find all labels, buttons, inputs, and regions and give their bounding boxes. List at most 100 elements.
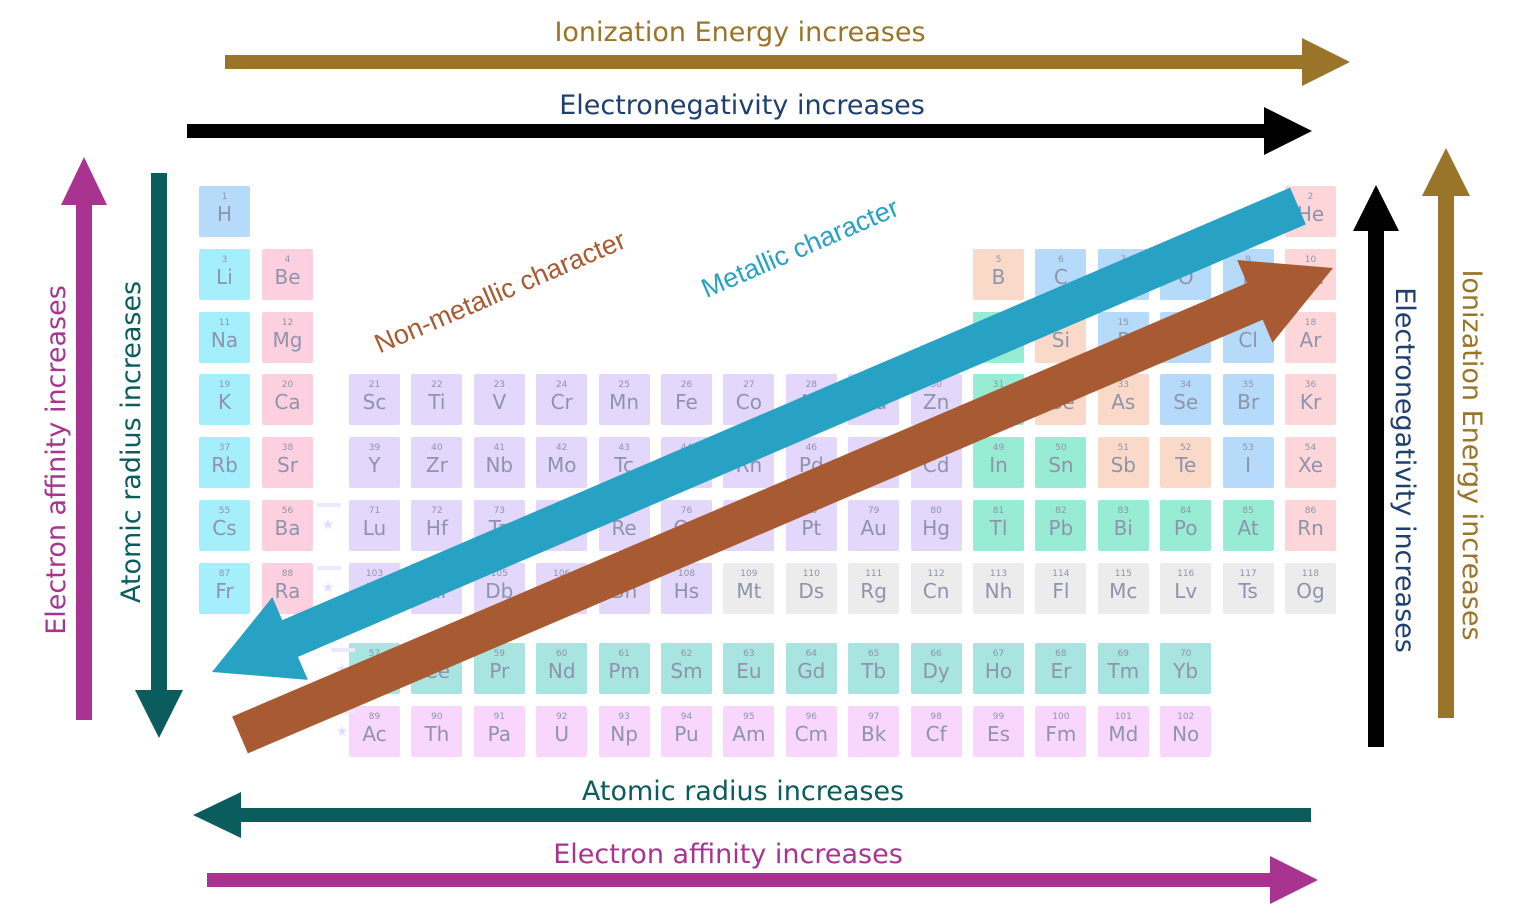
element-symbol: Hf xyxy=(425,516,448,540)
element-symbol: Kr xyxy=(1299,390,1322,415)
element-symbol: Sb xyxy=(1110,453,1136,478)
element-symbol: Md xyxy=(1108,722,1139,746)
element-symbol: Tb xyxy=(861,659,887,683)
atomic-number: 79 xyxy=(867,506,880,516)
element-symbol: Bi xyxy=(1113,516,1133,540)
element-symbol: Ca xyxy=(274,390,301,415)
element-symbol: Ra xyxy=(274,578,301,603)
element-Eu: 63 Eu xyxy=(723,643,775,694)
element-Ac: 89 Ac xyxy=(349,706,400,757)
metallic-character-label: Metallic character xyxy=(697,192,903,303)
atomic-number: 62 xyxy=(680,649,693,659)
atomic-number: 114 xyxy=(1052,568,1070,579)
electron-affinity-left-arrow xyxy=(61,157,107,720)
element-symbol: Nb xyxy=(485,453,514,478)
element-Sc: 21 Sc xyxy=(349,374,400,426)
atomic-number: 85 xyxy=(1242,506,1254,516)
element-symbol: Cs xyxy=(212,516,237,540)
element-symbol: Np xyxy=(610,722,638,746)
atomic-number: 113 xyxy=(989,568,1008,579)
series-placeholder-star-icon: ★ xyxy=(335,724,349,740)
element-Er: 68 Er xyxy=(1035,643,1087,694)
element-Rg: 111 Rg xyxy=(848,562,900,614)
atomic-radius-left-label: Atomic radius increases xyxy=(116,281,147,603)
element-In: 49 In xyxy=(973,437,1024,489)
element-symbol: Yb xyxy=(1173,659,1199,683)
element-Fm: 100 Fm xyxy=(1035,706,1087,757)
element-symbol: Ds xyxy=(798,578,825,603)
atomic-number: 91 xyxy=(493,712,506,722)
element-symbol: Li xyxy=(216,264,233,289)
element-symbol: Zr xyxy=(425,453,448,478)
element-Cm: 96 Cm xyxy=(785,706,837,757)
atomic-number: 51 xyxy=(1117,443,1130,454)
element-symbol: Fr xyxy=(215,578,234,603)
element-symbol: Lv xyxy=(1174,578,1198,603)
atomic-number: 82 xyxy=(1055,506,1067,516)
element-Mc: 115 Mc xyxy=(1097,562,1149,614)
atomic-number: 38 xyxy=(281,443,294,454)
element-Sr: 38 Sr xyxy=(262,437,313,489)
element-symbol: I xyxy=(1245,453,1252,478)
element-symbol: Cr xyxy=(550,390,573,415)
element-symbol: Mo xyxy=(546,453,577,478)
element-At: 85 At xyxy=(1222,500,1274,551)
element-U: 92 U xyxy=(536,706,588,757)
atomic-number: 93 xyxy=(618,712,630,722)
atomic-number: 27 xyxy=(743,380,755,391)
element-symbol: Se xyxy=(1173,390,1199,415)
nonmetallic-character-arrow xyxy=(232,260,1333,754)
element-Ds: 110 Ds xyxy=(785,562,837,614)
atomic-number: 96 xyxy=(805,712,818,722)
element-Tm: 69 Tm xyxy=(1097,643,1149,694)
atomic-number: 72 xyxy=(431,506,443,516)
element-Ho: 67 Ho xyxy=(973,643,1024,694)
atomic-number: 67 xyxy=(992,649,1005,659)
atomic-number: 71 xyxy=(368,506,381,516)
atomic-number: 5 xyxy=(995,254,1002,265)
element-Li: 3 Li xyxy=(199,248,250,300)
element-symbol: Ts xyxy=(1238,578,1258,603)
atomic-number: 20 xyxy=(281,380,294,391)
element-symbol: Nh xyxy=(984,578,1013,603)
atomic-number: 37 xyxy=(218,443,231,454)
placeholder-line xyxy=(317,566,341,570)
element-symbol: Mc xyxy=(1109,578,1138,603)
element-Np: 93 Np xyxy=(598,706,650,757)
element-Na: 11 Na xyxy=(199,311,250,363)
element-symbol: Ac xyxy=(362,722,387,746)
atomic-number: 23 xyxy=(493,380,506,391)
element-symbol: Rn xyxy=(1297,516,1324,540)
atomic-number: 4 xyxy=(284,254,291,265)
element-Ba: 56 Ba xyxy=(262,500,313,551)
atomic-number: 61 xyxy=(618,649,630,659)
element-Fr: 87 Fr xyxy=(199,562,250,614)
element-Mt: 109 Mt xyxy=(723,562,775,614)
element-Es: 99 Es xyxy=(973,706,1024,757)
element-Y: 39 Y xyxy=(349,437,400,489)
atomic-number: 59 xyxy=(493,649,506,659)
element-Tb: 65 Tb xyxy=(848,643,900,694)
atomic-number: 116 xyxy=(1177,568,1195,579)
electron-affinity-bottom-arrow xyxy=(207,856,1318,904)
element-symbol: Sm xyxy=(670,659,703,683)
atomic-number: 97 xyxy=(867,712,880,722)
element-symbol: Dy xyxy=(922,659,950,683)
atomic-number: 81 xyxy=(992,506,1005,516)
atomic-number: 50 xyxy=(1055,443,1067,454)
element-symbol: Nd xyxy=(547,659,576,683)
atomic-number: 25 xyxy=(618,380,630,391)
atomic-number: 30 xyxy=(930,380,942,391)
nonmetallic-character-label: Non-metallic character xyxy=(370,225,630,359)
atomic-number: 53 xyxy=(1242,443,1254,454)
element-Rb: 37 Rb xyxy=(199,437,250,489)
element-symbol: Bk xyxy=(861,722,887,746)
element-symbol: Te xyxy=(1175,453,1197,478)
element-K: 19 K xyxy=(199,374,250,426)
element-symbol: Fm xyxy=(1045,722,1077,746)
metallic-character-arrow xyxy=(212,187,1306,680)
element-symbol: Zn xyxy=(922,390,950,415)
element-symbol: Am xyxy=(732,722,766,746)
element-symbol: Og xyxy=(1296,578,1325,603)
